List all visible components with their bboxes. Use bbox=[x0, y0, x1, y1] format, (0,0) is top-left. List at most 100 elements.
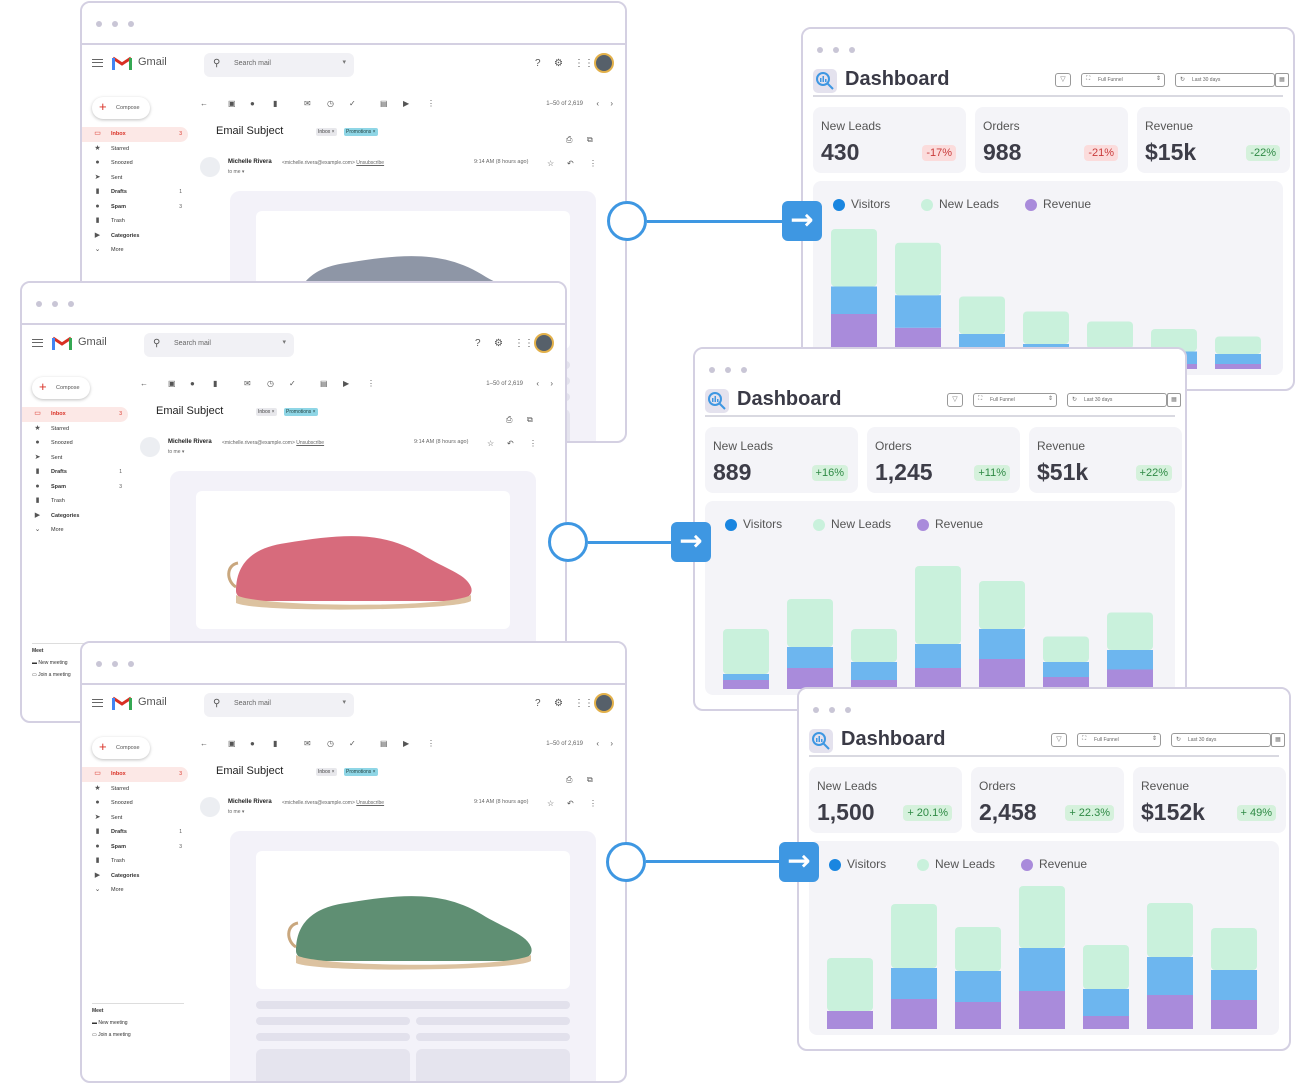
bar-visitors-7[interactable] bbox=[1211, 928, 1257, 970]
archive-icon[interactable]: ▣ bbox=[228, 99, 236, 108]
apps-grid-icon[interactable]: ⋮⋮ bbox=[574, 698, 594, 709]
more-vert-icon[interactable]: ⋮ bbox=[427, 99, 435, 108]
legend-item-revenue[interactable]: Revenue bbox=[1021, 857, 1087, 871]
sidebar-item-inbox[interactable]: ▭ Inbox 3 bbox=[22, 407, 128, 422]
more-vert-icon[interactable]: ⋮ bbox=[589, 799, 597, 808]
chevron-right-icon[interactable]: › bbox=[610, 99, 613, 108]
label-promotions-chip[interactable]: Promotions × bbox=[284, 408, 318, 416]
snooze-icon[interactable]: ◷ bbox=[327, 739, 334, 748]
star-icon[interactable]: ☆ bbox=[547, 159, 555, 168]
bar-visitors-4[interactable] bbox=[915, 566, 961, 644]
label-inbox-chip[interactable]: Inbox × bbox=[316, 128, 337, 136]
reply-icon[interactable]: ↶ bbox=[567, 799, 574, 808]
bar-new-leads-5[interactable] bbox=[979, 629, 1025, 659]
avatar[interactable] bbox=[534, 333, 554, 353]
bar-revenue-6[interactable] bbox=[1043, 677, 1089, 689]
unsubscribe-link[interactable]: Unsubscribe bbox=[356, 160, 385, 166]
snooze-icon[interactable]: ◷ bbox=[327, 99, 334, 108]
search-input[interactable]: ⚲ Search mail ▾ bbox=[204, 53, 354, 77]
compose-button[interactable]: + Compose bbox=[92, 97, 150, 119]
filter-icon[interactable]: ▽ bbox=[947, 393, 963, 407]
open-new-window-icon[interactable]: ⧉ bbox=[587, 775, 593, 784]
bar-revenue-7[interactable] bbox=[1107, 669, 1153, 690]
bar-visitors-1[interactable] bbox=[831, 229, 877, 287]
add-task-icon[interactable]: ✓ bbox=[349, 99, 356, 108]
more-vert-icon[interactable]: ⋮ bbox=[367, 379, 375, 388]
date-range-select[interactable]: ↻ Last 30 days bbox=[1067, 393, 1167, 407]
more-vert-icon[interactable]: ⋮ bbox=[427, 739, 435, 748]
bar-visitors-7[interactable] bbox=[1215, 336, 1261, 355]
bar-revenue-2[interactable] bbox=[891, 999, 937, 1029]
legend-item-new-leads[interactable]: New Leads bbox=[917, 857, 995, 871]
sidebar-item-spam[interactable]: ● Spam 3 bbox=[82, 200, 188, 215]
bar-new-leads-1[interactable] bbox=[831, 286, 877, 315]
gear-icon[interactable]: ⚙ bbox=[554, 58, 563, 69]
bar-new-leads-3[interactable] bbox=[955, 971, 1001, 1002]
move-to-icon[interactable]: ▤ bbox=[320, 379, 328, 388]
open-new-window-icon[interactable]: ⧉ bbox=[587, 135, 593, 144]
compose-button[interactable]: + Compose bbox=[92, 737, 150, 759]
recipient-line[interactable]: to me ▾ bbox=[228, 809, 245, 815]
chevron-left-icon[interactable]: ‹ bbox=[536, 379, 539, 388]
sidebar-item-trash[interactable]: ▮ Trash bbox=[82, 854, 188, 869]
bar-visitors-5[interactable] bbox=[979, 581, 1025, 629]
chevron-right-icon[interactable]: › bbox=[610, 739, 613, 748]
bar-new-leads-7[interactable] bbox=[1215, 354, 1261, 364]
menu-icon[interactable] bbox=[92, 59, 103, 67]
legend-item-visitors[interactable]: Visitors bbox=[833, 197, 890, 211]
bar-visitors-3[interactable] bbox=[959, 296, 1005, 335]
bar-visitors-3[interactable] bbox=[851, 629, 897, 662]
delete-icon[interactable]: ▮ bbox=[273, 739, 278, 748]
label-icon[interactable]: ▶ bbox=[343, 379, 350, 388]
mark-unread-icon[interactable]: ✉ bbox=[304, 99, 311, 108]
bar-visitors-5[interactable] bbox=[1083, 945, 1129, 989]
bar-revenue-7[interactable] bbox=[1215, 364, 1261, 369]
more-vert-icon[interactable]: ⋮ bbox=[589, 159, 597, 168]
star-icon[interactable]: ☆ bbox=[547, 799, 555, 808]
help-icon[interactable]: ? bbox=[535, 58, 541, 69]
bar-new-leads-2[interactable] bbox=[891, 968, 937, 999]
report-icon[interactable]: ● bbox=[250, 99, 255, 108]
chevron-right-icon[interactable]: › bbox=[550, 379, 553, 388]
sidebar-item-more[interactable]: ⌄ More bbox=[82, 883, 188, 898]
reply-icon[interactable]: ↶ bbox=[567, 159, 574, 168]
search-input[interactable]: ⚲ Search mail ▾ bbox=[204, 693, 354, 717]
legend-item-new-leads[interactable]: New Leads bbox=[813, 517, 891, 531]
legend-item-revenue[interactable]: Revenue bbox=[1025, 197, 1091, 211]
sidebar-item-inbox[interactable]: ▭ Inbox 3 bbox=[82, 767, 188, 782]
filter-icon[interactable]: ▽ bbox=[1055, 73, 1071, 87]
delete-icon[interactable]: ▮ bbox=[213, 379, 218, 388]
new-meeting-link[interactable]: ▬ New meeting bbox=[32, 660, 68, 666]
label-inbox-chip[interactable]: Inbox × bbox=[256, 408, 277, 416]
bar-revenue-3[interactable] bbox=[955, 1002, 1001, 1029]
report-icon[interactable]: ● bbox=[250, 739, 255, 748]
report-icon[interactable]: ● bbox=[190, 379, 195, 388]
bar-visitors-3[interactable] bbox=[955, 927, 1001, 971]
archive-icon[interactable]: ▣ bbox=[168, 379, 176, 388]
bar-revenue-1[interactable] bbox=[723, 680, 769, 689]
help-icon[interactable]: ? bbox=[475, 338, 481, 349]
sidebar-item-spam[interactable]: ● Spam 3 bbox=[82, 840, 188, 855]
sidebar-item-starred[interactable]: ★ Starred bbox=[82, 782, 188, 797]
date-range-select[interactable]: ↻ Last 30 days bbox=[1171, 733, 1271, 747]
legend-item-new-leads[interactable]: New Leads bbox=[921, 197, 999, 211]
mark-unread-icon[interactable]: ✉ bbox=[304, 739, 311, 748]
sidebar-item-spam[interactable]: ● Spam 3 bbox=[22, 480, 128, 495]
star-icon[interactable]: ☆ bbox=[487, 439, 495, 448]
label-promotions-chip[interactable]: Promotions × bbox=[344, 768, 378, 776]
bar-revenue-2[interactable] bbox=[787, 668, 833, 689]
sidebar-item-snoozed[interactable]: ● Snoozed bbox=[22, 436, 128, 451]
chevron-left-icon[interactable]: ‹ bbox=[596, 99, 599, 108]
bar-new-leads-5[interactable] bbox=[1083, 989, 1129, 1016]
sidebar-item-drafts[interactable]: ▮ Drafts 1 bbox=[82, 825, 188, 840]
menu-icon[interactable] bbox=[32, 339, 43, 347]
menu-icon[interactable] bbox=[92, 699, 103, 707]
snooze-icon[interactable]: ◷ bbox=[267, 379, 274, 388]
bar-revenue-6[interactable] bbox=[1147, 995, 1193, 1029]
bar-revenue-4[interactable] bbox=[1019, 991, 1065, 1029]
archive-icon[interactable]: ▣ bbox=[228, 739, 236, 748]
bar-visitors-4[interactable] bbox=[1019, 886, 1065, 948]
sidebar-item-sent[interactable]: ➤ Sent bbox=[82, 811, 188, 826]
bar-new-leads-7[interactable] bbox=[1211, 970, 1257, 1000]
bar-new-leads-4[interactable] bbox=[1019, 948, 1065, 991]
